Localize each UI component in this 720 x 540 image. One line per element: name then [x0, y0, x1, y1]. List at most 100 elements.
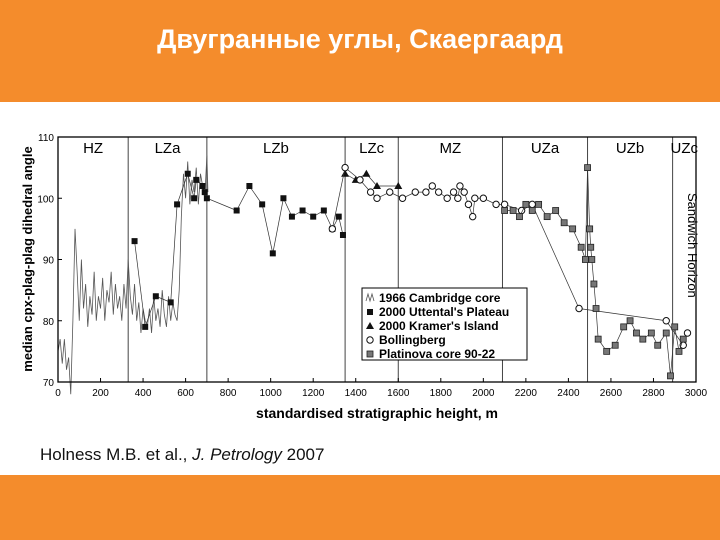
- data-point: [639, 335, 647, 343]
- data-point: [362, 169, 371, 177]
- data-point: [500, 200, 509, 209]
- data-point: [675, 347, 683, 355]
- y-tick-label: 90: [43, 256, 55, 267]
- data-point: [341, 163, 349, 172]
- x-tick-label: 600: [177, 388, 194, 399]
- series-layer: [57, 155, 692, 395]
- zone-label-lza: LZa: [155, 140, 182, 157]
- x-tick-label: 0: [55, 388, 61, 399]
- data-point: [560, 219, 568, 227]
- data-point: [594, 335, 602, 343]
- data-point: [671, 323, 679, 331]
- data-point: [246, 183, 253, 189]
- data-point: [654, 341, 662, 349]
- data-point: [528, 207, 536, 214]
- data-point: [328, 225, 337, 233]
- data-point: [152, 293, 159, 300]
- zone-label-uzb: UZb: [616, 140, 644, 157]
- series-0: [57, 155, 209, 395]
- data-point: [516, 213, 523, 221]
- data-point: [310, 213, 317, 220]
- data-point: [569, 225, 577, 233]
- data-point: [662, 317, 670, 325]
- x-axis-label: standardised stratigraphic height, m: [256, 405, 498, 421]
- data-point: [335, 213, 342, 220]
- data-point: [683, 329, 692, 337]
- data-point: [577, 243, 585, 251]
- y-tick-label: 80: [43, 317, 55, 328]
- data-point: [588, 256, 596, 263]
- y-tick-label: 110: [38, 133, 54, 144]
- data-point: [167, 299, 174, 306]
- data-point: [191, 195, 198, 202]
- legend-marker: [365, 292, 375, 303]
- data-point: [528, 200, 536, 209]
- zone-label-uza: UZa: [531, 140, 560, 157]
- zone-label-hz: HZ: [83, 140, 103, 157]
- axes: 0 200 400 600 800 1000 1200 1400 1600 1800 2000 220…: [37, 133, 707, 399]
- data-point: [199, 183, 206, 189]
- data-point: [679, 335, 687, 343]
- data-point: [320, 207, 327, 214]
- x-tick-label: 2800: [642, 388, 665, 399]
- legend-entry: 2000 Kramer's Island: [379, 319, 499, 333]
- data-point: [479, 194, 488, 202]
- data-point: [373, 182, 381, 189]
- dihedral-angle-chart: HZ LZa LZb LZc MZ UZa UZb UZc 0 200 400 600 800 1000…: [20, 133, 708, 421]
- x-tick-label: 1600: [387, 388, 410, 399]
- series-3: [328, 163, 692, 349]
- data-point: [356, 176, 364, 184]
- data-point: [590, 280, 598, 288]
- series-2: [341, 169, 403, 189]
- zone-label-lzc: LZc: [359, 140, 385, 157]
- data-point: [535, 200, 543, 208]
- sandwich-horizon-label: Sandwich Horizon: [685, 193, 700, 298]
- data-point: [428, 182, 436, 190]
- data-point: [201, 189, 208, 196]
- legend-entry: 2000 Uttental's Plateau: [379, 305, 509, 319]
- data-point: [339, 232, 346, 238]
- data-point: [501, 207, 509, 214]
- zone-label-mz: MZ: [440, 140, 462, 157]
- y-tick-label: 70: [43, 378, 55, 389]
- data-point: [620, 323, 628, 331]
- legend-marker: [366, 322, 374, 329]
- data-point: [552, 207, 560, 214]
- legend-entry: Platinova core 90-22: [379, 347, 495, 361]
- data-point: [411, 188, 419, 196]
- zone-label-uzc: UZc: [671, 140, 699, 157]
- data-point: [611, 341, 619, 349]
- legend-entry: 1966 Cambridge core: [379, 291, 501, 305]
- series-line: [57, 155, 209, 395]
- data-point: [280, 195, 287, 202]
- legend-marker: [366, 336, 374, 344]
- data-point: [633, 329, 640, 337]
- citation-authors: Holness M.B. et al.,: [40, 445, 193, 464]
- data-point: [454, 194, 462, 202]
- data-point: [626, 317, 634, 325]
- slide-title: Двугранные углы, Скаергаард: [157, 24, 563, 54]
- citation: Holness M.B. et al., J. Petrology 2007: [40, 445, 324, 465]
- x-tick-label: 2600: [600, 388, 623, 399]
- x-tick-label: 2000: [472, 388, 495, 399]
- citation-journal: J. Petrology: [192, 445, 282, 464]
- data-point: [142, 323, 149, 330]
- data-point: [269, 250, 276, 257]
- data-point: [575, 304, 583, 313]
- data-point: [386, 188, 394, 196]
- data-point: [434, 188, 443, 196]
- citation-year: 2007: [281, 445, 325, 464]
- data-point: [131, 238, 138, 245]
- x-tick-label: 1200: [302, 388, 325, 399]
- x-tick-label: 3000: [685, 388, 708, 399]
- data-point: [471, 194, 479, 202]
- data-point: [464, 200, 473, 209]
- data-point: [373, 194, 381, 202]
- data-point: [398, 194, 407, 202]
- data-point: [460, 188, 468, 196]
- data-point: [422, 188, 430, 196]
- data-point: [456, 182, 464, 190]
- data-point: [366, 188, 375, 196]
- data-point: [203, 195, 210, 202]
